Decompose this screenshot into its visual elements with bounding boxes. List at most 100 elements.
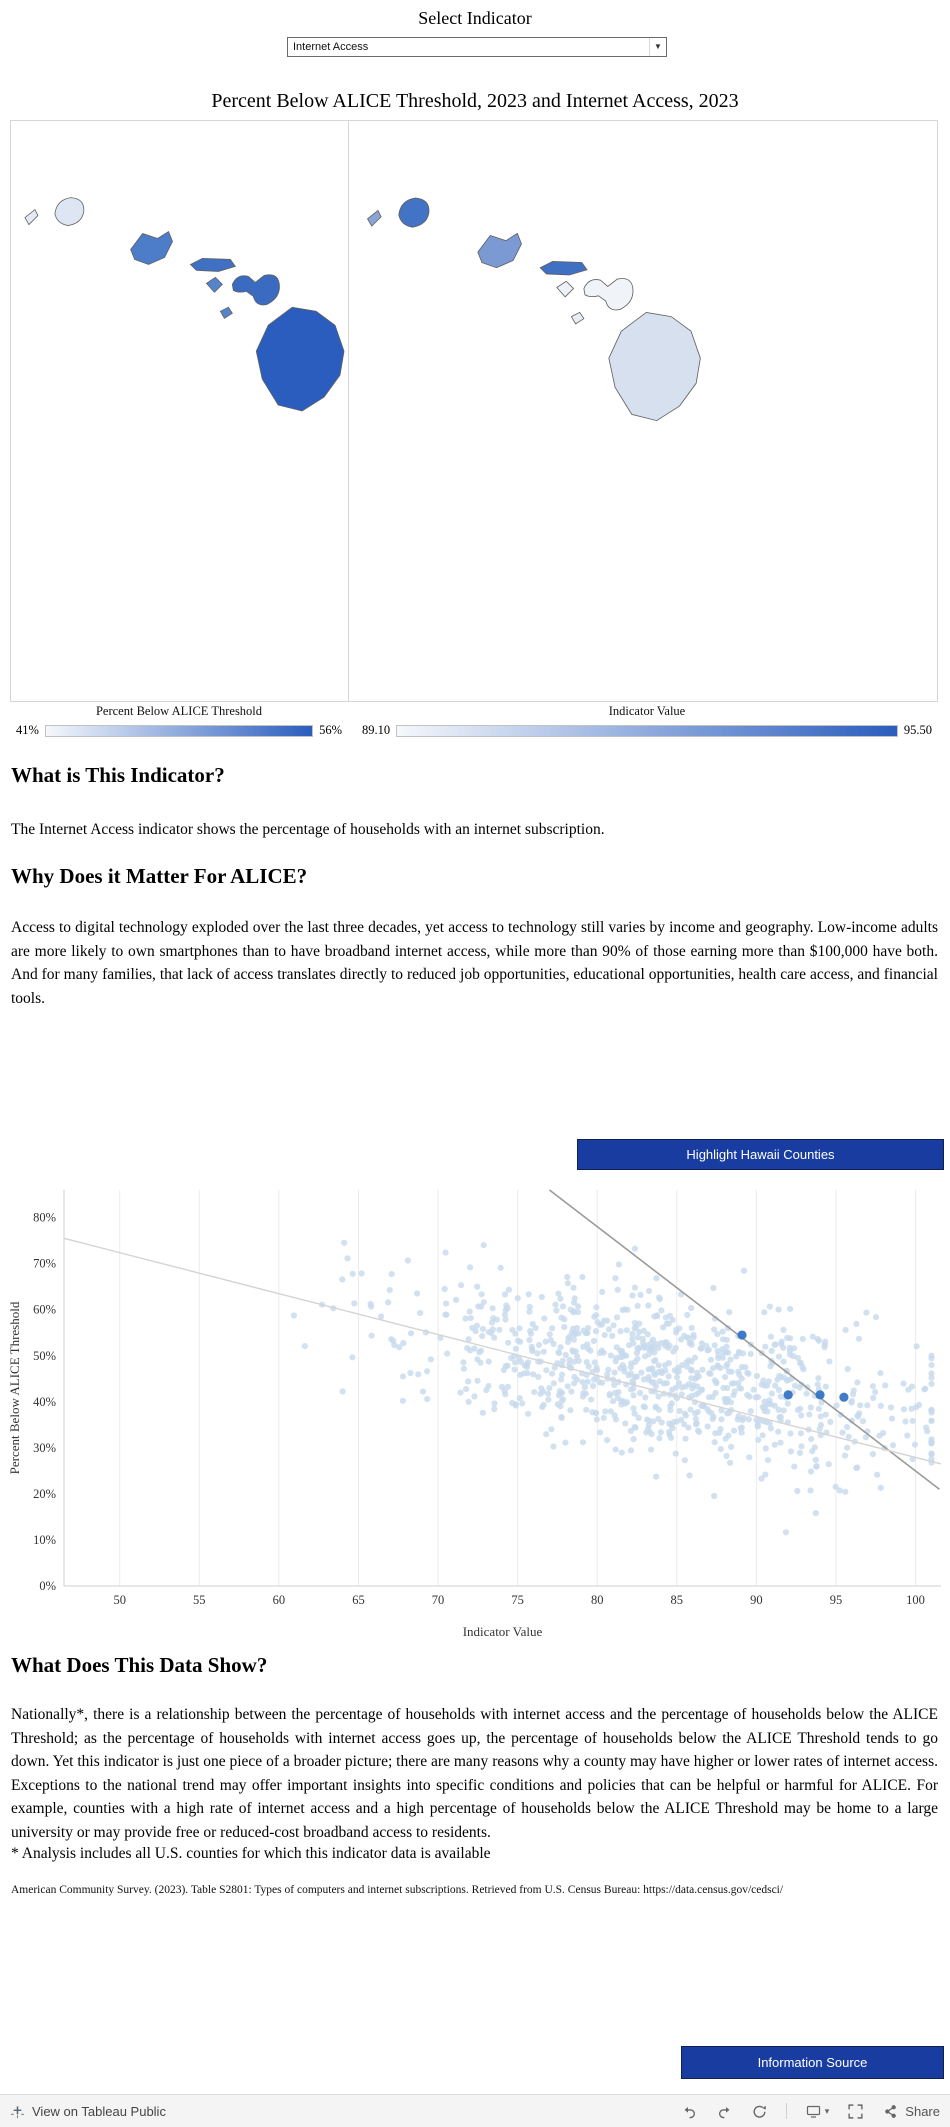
scatter-point: [707, 1370, 714, 1377]
scatter-point: [610, 1398, 617, 1405]
alice-legend-gradient: [44, 724, 314, 737]
scatter-point: [485, 1383, 492, 1390]
map-alice-threshold[interactable]: [11, 121, 349, 701]
x-tick-label: 90: [750, 1593, 763, 1607]
scatter-point: [592, 1328, 600, 1335]
highlight-hawaii-counties-button[interactable]: Highlight Hawaii Counties: [577, 1139, 944, 1170]
scatter-point: [853, 1320, 860, 1327]
scatter-point: [496, 1326, 503, 1333]
scatter-point: [593, 1312, 600, 1319]
scatter-point: [916, 1401, 923, 1408]
scatter-point: [928, 1417, 935, 1424]
chevron-down-icon: ▼: [649, 38, 666, 56]
scatter-point: [442, 1249, 449, 1256]
view-on-tableau-link[interactable]: View on Tableau Public: [10, 2104, 166, 2119]
island-kauai[interactable]: [54, 197, 85, 226]
scatter-point: [766, 1303, 774, 1310]
scatter-point: [604, 1437, 611, 1444]
scatter-point: [574, 1309, 582, 1316]
map-indicator-value[interactable]: [349, 121, 938, 701]
scatter-point: [874, 1471, 881, 1478]
scatter-point: [812, 1510, 819, 1517]
scatter-point: [593, 1367, 601, 1374]
hawaii-county-point[interactable]: [815, 1390, 825, 1400]
undo-icon[interactable]: [681, 2103, 698, 2120]
scatter-point: [787, 1448, 795, 1455]
scatter-point: [502, 1307, 509, 1314]
scatter-point: [511, 1366, 518, 1373]
scatter-point: [761, 1309, 768, 1316]
x-tick-label: 80: [591, 1593, 604, 1607]
scatter-point: [928, 1374, 935, 1381]
scatter-point: [558, 1414, 565, 1421]
hawaii-county-point[interactable]: [839, 1392, 849, 1402]
download-device-icon[interactable]: ▾: [805, 2103, 829, 2120]
scatter-point: [636, 1328, 643, 1336]
scatter-point: [887, 1404, 895, 1411]
scatter-point: [815, 1375, 822, 1382]
scatter-point: [796, 1449, 804, 1456]
island-molokai[interactable]: [539, 261, 588, 276]
scatter-point: [648, 1431, 655, 1438]
scatter-point: [714, 1331, 721, 1338]
island-kahoolawe[interactable]: [570, 311, 585, 325]
island-hawaii[interactable]: [608, 312, 701, 422]
island-niihau[interactable]: [367, 209, 382, 227]
island-maui[interactable]: [231, 274, 280, 306]
scatter-point: [738, 1429, 745, 1436]
scatter-point: [724, 1361, 731, 1368]
hawaii-county-point[interactable]: [737, 1330, 747, 1340]
scatter-point: [512, 1330, 519, 1337]
scatter-point: [791, 1463, 798, 1470]
scatter-point: [545, 1390, 552, 1397]
scatter-point: [718, 1416, 725, 1423]
scatter-point: [684, 1334, 691, 1341]
scatter-point: [688, 1341, 695, 1348]
scatter-point: [665, 1373, 672, 1380]
island-kahoolawe[interactable]: [219, 306, 233, 319]
scatter-point: [668, 1434, 675, 1441]
legend-alice-title: Percent Below ALICE Threshold: [95, 704, 263, 718]
island-hawaii[interactable]: [255, 306, 345, 412]
scatter-point: [558, 1397, 566, 1404]
fullscreen-icon[interactable]: [847, 2103, 864, 2120]
scatter-point: [558, 1371, 566, 1378]
scatter-point: [821, 1341, 829, 1348]
scatter-point: [681, 1421, 688, 1428]
share-button[interactable]: Share: [882, 2103, 940, 2120]
scatter-point: [777, 1413, 784, 1420]
scatter-point: [687, 1406, 694, 1413]
x-tick-label: 70: [432, 1593, 445, 1607]
scatter-point: [634, 1334, 642, 1341]
scatter-point: [570, 1299, 578, 1306]
island-maui[interactable]: [583, 278, 634, 311]
tableau-footer: View on Tableau Public ▾ Share: [0, 2094, 950, 2127]
scatter-point: [339, 1276, 346, 1283]
y-tick-label: 0%: [39, 1579, 56, 1593]
island-kauai[interactable]: [398, 197, 430, 228]
information-source-button[interactable]: Information Source: [681, 2046, 944, 2079]
indicator-select[interactable]: Internet Access ▼: [287, 37, 667, 57]
scatter-point: [902, 1418, 909, 1425]
scatter-point: [711, 1439, 718, 1446]
island-molokai[interactable]: [189, 258, 236, 272]
scatter-plot[interactable]: 50 55 60 65 70 75 80 85 90 95 100 0% 10% 20% 30% 40% 50%…: [6, 1176, 944, 1644]
scatter-point: [644, 1416, 651, 1423]
scatter-point: [812, 1456, 819, 1463]
scatter-point: [489, 1305, 496, 1312]
island-niihau[interactable]: [24, 208, 39, 226]
island-lanai[interactable]: [556, 280, 575, 298]
scatter-point: [489, 1326, 496, 1333]
scatter-point: [508, 1354, 515, 1362]
island-oahu[interactable]: [130, 230, 173, 265]
scatter-point: [924, 1428, 931, 1435]
island-oahu[interactable]: [477, 232, 522, 269]
scatter-point: [784, 1400, 791, 1407]
toolbar: ▾ Share: [681, 2103, 940, 2120]
scatter-point: [775, 1428, 782, 1435]
reset-icon[interactable]: [751, 2103, 768, 2120]
redo-icon[interactable]: [716, 2103, 733, 2120]
scatter-point: [755, 1436, 762, 1443]
island-lanai[interactable]: [205, 276, 223, 293]
hawaii-county-point[interactable]: [783, 1390, 793, 1400]
